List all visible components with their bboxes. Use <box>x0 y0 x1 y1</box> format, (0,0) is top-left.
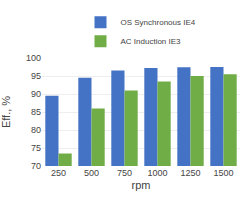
svg-text:1250: 1250 <box>180 168 200 178</box>
svg-text:95: 95 <box>31 71 41 81</box>
svg-text:250: 250 <box>51 168 66 178</box>
svg-text:rpm: rpm <box>132 179 151 191</box>
svg-text:90: 90 <box>31 89 41 99</box>
svg-text:85: 85 <box>31 107 41 117</box>
svg-text:Eff., %: Eff., % <box>0 96 12 128</box>
svg-text:750: 750 <box>117 168 132 178</box>
svg-text:1000: 1000 <box>147 168 167 178</box>
svg-text:1500: 1500 <box>213 168 233 178</box>
svg-text:AC Induction IE3: AC Induction IE3 <box>121 37 182 46</box>
svg-text:80: 80 <box>31 125 41 135</box>
svg-text:500: 500 <box>84 168 99 178</box>
svg-text:75: 75 <box>31 143 41 153</box>
svg-text:100: 100 <box>26 53 41 63</box>
svg-text:70: 70 <box>31 161 41 171</box>
svg-text:OS Synchronous IE4: OS Synchronous IE4 <box>121 18 196 27</box>
